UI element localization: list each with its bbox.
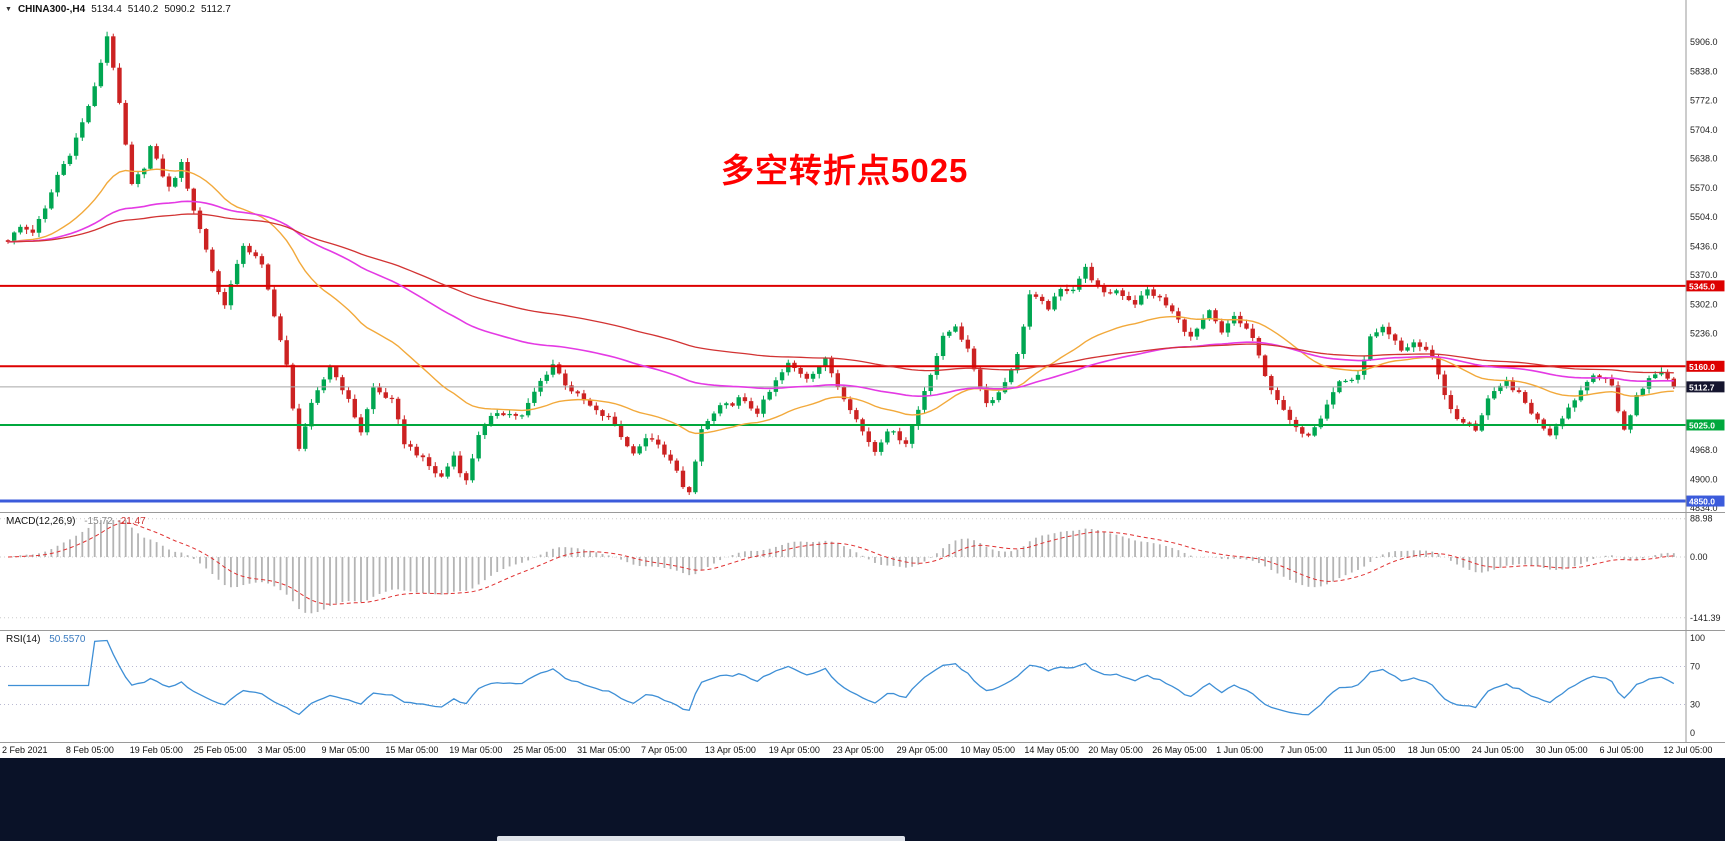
bottom-dark-area xyxy=(0,758,1725,841)
svg-text:5906.0: 5906.0 xyxy=(1690,37,1718,47)
time-axis[interactable]: 2 Feb 2021 8 Feb 05:00 19 Feb 05:00 25 Feb … xyxy=(2,745,1712,755)
svg-text:4850.0: 4850.0 xyxy=(1689,497,1715,507)
svg-text:13 Apr 05:00: 13 Apr 05:00 xyxy=(705,745,756,755)
svg-text:25 Feb 05:00: 25 Feb 05:00 xyxy=(194,745,247,755)
svg-text:5704.0: 5704.0 xyxy=(1690,125,1718,135)
svg-text:88.98: 88.98 xyxy=(1690,514,1713,524)
svg-text:5236.0: 5236.0 xyxy=(1690,328,1718,338)
chart-header: ▼ CHINA300-,H4 5134.4 5140.2 5090.2 5112… xyxy=(5,4,231,15)
svg-text:5302.0: 5302.0 xyxy=(1690,300,1718,310)
ohlc-low-value: 5090.2 xyxy=(164,4,195,15)
svg-text:25 Mar 05:00: 25 Mar 05:00 xyxy=(513,745,566,755)
svg-text:5370.0: 5370.0 xyxy=(1690,270,1718,280)
svg-text:0: 0 xyxy=(1690,728,1695,738)
svg-text:14 May 05:00: 14 May 05:00 xyxy=(1024,745,1079,755)
svg-text:100: 100 xyxy=(1690,633,1705,643)
svg-text:4968.0: 4968.0 xyxy=(1690,445,1718,455)
svg-text:70: 70 xyxy=(1690,662,1700,672)
svg-text:4834.0: 4834.0 xyxy=(1690,503,1718,513)
svg-text:5638.0: 5638.0 xyxy=(1690,154,1718,164)
macd-signal-line xyxy=(7,522,1674,605)
svg-text:30: 30 xyxy=(1690,700,1700,710)
svg-text:18 Jun 05:00: 18 Jun 05:00 xyxy=(1408,745,1460,755)
taskbar-strip[interactable] xyxy=(497,836,905,841)
svg-text:5504.0: 5504.0 xyxy=(1690,212,1718,222)
macd-histogram xyxy=(13,520,1675,614)
price-chart-canvas[interactable]: 88.98 0.00 -141.39 100 70 30 0 5906.0 5838.0 5772… xyxy=(0,0,1725,758)
svg-text:19 Apr 05:00: 19 Apr 05:00 xyxy=(769,745,820,755)
svg-text:8 Feb 05:00: 8 Feb 05:00 xyxy=(66,745,114,755)
svg-text:4900.0: 4900.0 xyxy=(1690,474,1718,484)
svg-text:19 Mar 05:00: 19 Mar 05:00 xyxy=(449,745,502,755)
svg-text:11 Jun 05:00: 11 Jun 05:00 xyxy=(1344,745,1395,755)
ohlc-close-value: 5112.7 xyxy=(200,4,231,15)
ohlc-high-value: 5140.2 xyxy=(127,4,159,15)
svg-text:5838.0: 5838.0 xyxy=(1690,67,1718,77)
svg-text:31 Mar 05:00: 31 Mar 05:00 xyxy=(577,745,630,755)
svg-text:5112.7: 5112.7 xyxy=(1689,382,1715,392)
svg-text:5772.0: 5772.0 xyxy=(1690,95,1718,105)
symbol-dropdown-icon[interactable]: ▼ xyxy=(5,6,12,13)
ohlc-open-value: 5134.4 xyxy=(91,4,122,15)
horizontal-price-lines[interactable] xyxy=(0,284,1686,503)
svg-text:2 Feb 2021: 2 Feb 2021 xyxy=(2,745,48,755)
svg-text:20 May 05:00: 20 May 05:00 xyxy=(1088,745,1143,755)
price-line-badges: 5345.0 5160.0 5112.7 5025.0 4850.0 xyxy=(1686,280,1725,507)
svg-text:30 Jun 05:00: 30 Jun 05:00 xyxy=(1536,745,1588,755)
svg-text:5160.0: 5160.0 xyxy=(1689,362,1715,372)
svg-text:0.00: 0.00 xyxy=(1690,552,1708,562)
svg-text:9 Mar 05:00: 9 Mar 05:00 xyxy=(322,745,370,755)
svg-text:6 Jul 05:00: 6 Jul 05:00 xyxy=(1600,745,1644,755)
svg-text:3 Mar 05:00: 3 Mar 05:00 xyxy=(258,745,306,755)
svg-text:29 Apr 05:00: 29 Apr 05:00 xyxy=(897,745,948,755)
svg-text:1 Jun 05:00: 1 Jun 05:00 xyxy=(1216,745,1263,755)
symbol-timeframe-label: CHINA300-,H4 xyxy=(17,4,86,15)
svg-text:-141.39: -141.39 xyxy=(1690,613,1721,623)
svg-text:23 Apr 05:00: 23 Apr 05:00 xyxy=(833,745,884,755)
ma-34-line xyxy=(7,168,1674,435)
svg-text:7 Jun 05:00: 7 Jun 05:00 xyxy=(1280,745,1327,755)
svg-text:24 Jun 05:00: 24 Jun 05:00 xyxy=(1472,745,1524,755)
svg-text:10 May 05:00: 10 May 05:00 xyxy=(961,745,1016,755)
rsi-line xyxy=(8,639,1675,716)
svg-text:5345.0: 5345.0 xyxy=(1689,281,1715,291)
svg-text:12 Jul 05:00: 12 Jul 05:00 xyxy=(1663,745,1712,755)
price-axis[interactable]: 5906.0 5838.0 5772.0 5704.0 5638.0 5570.0 5504… xyxy=(1690,37,1718,513)
ma-144-line xyxy=(7,213,1674,374)
ma-89-line xyxy=(7,200,1674,397)
svg-text:15 Mar 05:00: 15 Mar 05:00 xyxy=(385,745,438,755)
svg-text:5570.0: 5570.0 xyxy=(1690,183,1718,193)
svg-text:26 May 05:00: 26 May 05:00 xyxy=(1152,745,1207,755)
svg-text:19 Feb 05:00: 19 Feb 05:00 xyxy=(130,745,183,755)
svg-text:5025.0: 5025.0 xyxy=(1689,420,1715,430)
svg-text:5436.0: 5436.0 xyxy=(1690,241,1718,251)
svg-text:7 Apr 05:00: 7 Apr 05:00 xyxy=(641,745,687,755)
